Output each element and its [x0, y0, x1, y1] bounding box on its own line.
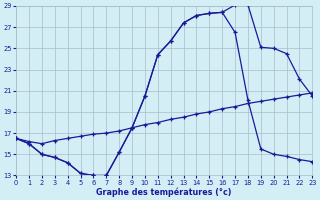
X-axis label: Graphe des températures (°c): Graphe des températures (°c) [97, 187, 232, 197]
